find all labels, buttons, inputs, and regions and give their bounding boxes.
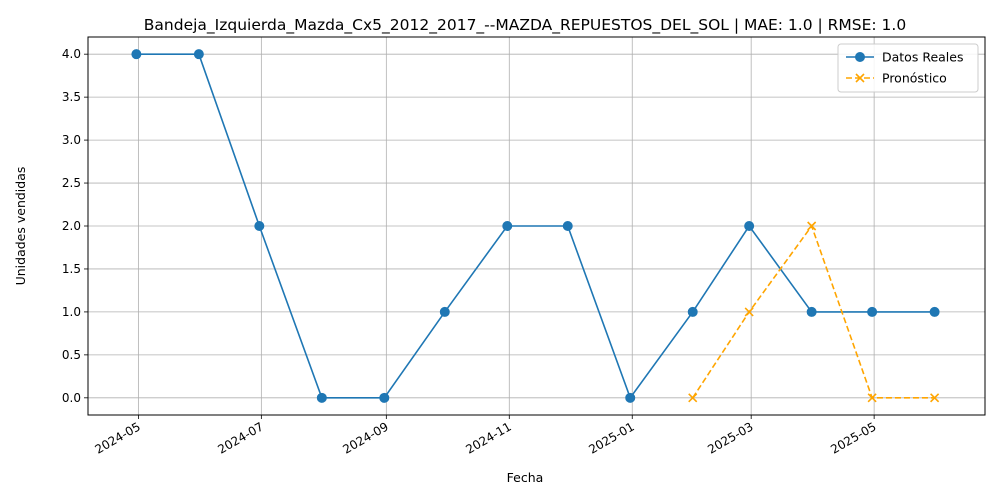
x-marker-stroke (744, 307, 754, 317)
x-axis-label: Fecha (507, 470, 544, 485)
chart-title: Bandeja_Izquierda_Mazda_Cx5_2012_2017_--… (144, 16, 906, 35)
data-point (867, 393, 877, 403)
data-point (929, 306, 940, 317)
legend-marker (855, 73, 865, 83)
legend-item: Datos Reales (846, 50, 963, 65)
y-axis: 0.0 0.5 1.0 1.5 2.0 2.5 3.0 3.5 4.0 (62, 47, 88, 405)
legend-item: Pronóstico (846, 71, 947, 86)
data-point (930, 393, 940, 403)
data-point (439, 306, 450, 317)
data-point (316, 392, 327, 403)
y-tick-label: 3.0 (62, 133, 81, 147)
x-marker-stroke (930, 393, 940, 403)
y-axis-label: Unidades vendidas (13, 167, 28, 286)
series-pronostico (688, 221, 940, 403)
legend-label: Datos Reales (882, 50, 963, 65)
data-point (806, 306, 817, 317)
data-point (379, 392, 390, 403)
data-point (193, 49, 204, 60)
series-datos-reales (131, 49, 940, 403)
y-tick-label: 1.5 (62, 262, 81, 276)
data-point (625, 392, 636, 403)
y-tick-label: 2.5 (62, 176, 81, 190)
data-point (744, 307, 754, 317)
x-marker-stroke (855, 73, 865, 83)
series-line (136, 53, 935, 400)
x-marker-stroke (867, 393, 877, 403)
x-marker-stroke (807, 221, 817, 231)
x-marker-stroke (688, 393, 698, 403)
y-tick-label: 0.0 (62, 391, 81, 405)
legend-marker (855, 52, 865, 62)
data-point (131, 49, 142, 60)
data-point (744, 221, 755, 231)
y-tick-label: 0.5 (62, 348, 81, 362)
data-point (254, 221, 265, 231)
y-tick-label: 2.0 (62, 219, 81, 233)
legend-label: Pronóstico (882, 71, 947, 86)
data-point (688, 393, 698, 403)
data-point (502, 221, 513, 231)
data-point (807, 221, 817, 231)
data-point (687, 306, 698, 317)
series-layer (131, 49, 940, 403)
data-point (867, 306, 878, 317)
y-tick-label: 3.5 (62, 90, 81, 104)
data-point (562, 221, 573, 231)
y-tick-label: 4.0 (62, 47, 81, 61)
legend-box (837, 43, 979, 93)
legend: Datos Reales Pronóstico (837, 43, 979, 93)
y-tick-label: 1.0 (62, 305, 81, 319)
